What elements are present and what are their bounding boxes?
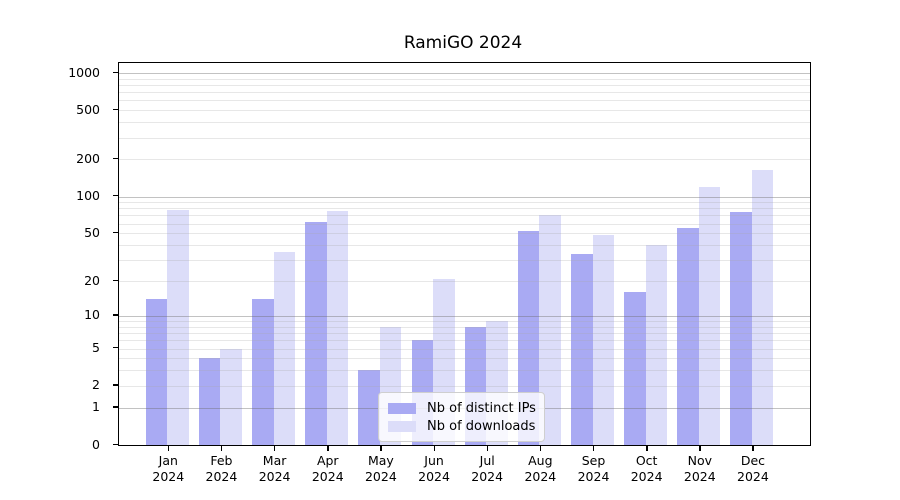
y-tick-label-20: 20 (84, 272, 100, 288)
x-tick-label-may: May 2024 (364, 453, 397, 484)
y-tick-mark (112, 406, 118, 408)
y-tick-mark (112, 231, 118, 234)
bar-sep-distinct-ips (571, 253, 593, 445)
y-tick-mark (112, 279, 118, 281)
bar-jan-downloads (167, 209, 189, 445)
y-tick-label-1000: 1000 (68, 64, 100, 80)
x-tick-mark (167, 445, 170, 451)
bar-oct-distinct-ips (624, 292, 646, 445)
x-tick-mark (327, 445, 329, 451)
y-tick-mark (112, 71, 118, 73)
bars-layer (119, 63, 810, 445)
bar-may-distinct-ips (358, 370, 380, 445)
x-tick-mark (539, 445, 542, 451)
y-tick-label-0: 0 (92, 436, 100, 452)
bar-aug-distinct-ips (517, 231, 540, 445)
x-tick-label-feb: Feb 2024 (205, 453, 238, 484)
x-tick-mark (593, 445, 595, 451)
y-tick-mark (112, 384, 118, 386)
legend-item: Nb of downloads (388, 418, 535, 435)
legend-label: Nb of downloads (427, 419, 536, 434)
x-tick-mark (752, 445, 754, 451)
x-tick-mark (220, 445, 223, 451)
x-tick-mark (274, 445, 276, 451)
bar-nov-downloads (698, 186, 721, 445)
x-tick-mark (699, 445, 701, 451)
y-tick-mark (112, 443, 118, 445)
legend-item: Nb of distinct IPs (388, 400, 536, 417)
y-tick-label-200: 200 (76, 150, 100, 166)
x-tick-label-mar: Mar 2024 (258, 453, 291, 484)
legend: Nb of distinct IPs Nb of downloads (378, 392, 545, 442)
plot-area (118, 62, 811, 446)
bar-oct-downloads (645, 245, 668, 445)
legend-swatch-downloads (388, 421, 416, 432)
chart-title: RamiGO 2024 (403, 33, 523, 53)
bar-mar-distinct-ips (252, 299, 274, 445)
x-tick-mark (646, 445, 648, 451)
x-tick-label-dec: Dec 2024 (737, 453, 769, 484)
x-tick-label-jan: Jan 2024 (152, 453, 185, 484)
x-tick-label-aug: Aug 2024 (524, 453, 557, 484)
bar-apr-downloads (326, 211, 349, 445)
bar-sep-downloads (592, 235, 614, 445)
x-tick-label-nov: Nov 2024 (683, 453, 716, 484)
bar-feb-distinct-ips (198, 358, 221, 445)
y-tick-label-2: 2 (92, 377, 100, 393)
y-tick-label-10: 10 (84, 307, 100, 323)
bar-jan-distinct-ips (145, 299, 168, 445)
y-tick-label-50: 50 (84, 224, 100, 240)
y-tick-label-100: 100 (76, 188, 100, 203)
y-tick-mark (112, 157, 118, 160)
legend-swatch-distinct-ips (388, 403, 416, 414)
bar-dec-downloads (751, 169, 774, 445)
y-tick-mark (112, 314, 118, 316)
y-tick-mark (112, 347, 118, 349)
y-tick-label-5: 5 (92, 340, 100, 356)
bar-mar-downloads (273, 252, 296, 445)
x-tick-label-apr: Apr 2024 (311, 453, 344, 484)
x-tick-mark (380, 445, 382, 451)
x-tick-label-oct: Oct 2024 (630, 453, 663, 484)
bar-dec-distinct-ips (730, 211, 752, 445)
bar-feb-downloads (220, 348, 242, 445)
x-tick-mark (433, 445, 435, 451)
x-tick-mark (486, 445, 489, 451)
bar-aug-downloads (539, 214, 561, 445)
bar-apr-distinct-ips (305, 221, 327, 445)
bar-nov-distinct-ips (677, 228, 699, 445)
x-tick-label-jun: Jun 2024 (418, 453, 450, 484)
x-tick-label-sep: Sep 2024 (577, 453, 610, 484)
x-tick-label-jul: Jul 2024 (471, 453, 504, 484)
y-tick-label-500: 500 (76, 101, 100, 117)
y-tick-mark (112, 108, 118, 111)
y-tick-mark (112, 195, 118, 197)
legend-label: Nb of distinct IPs (427, 401, 536, 416)
y-tick-label-1: 1 (92, 399, 100, 415)
